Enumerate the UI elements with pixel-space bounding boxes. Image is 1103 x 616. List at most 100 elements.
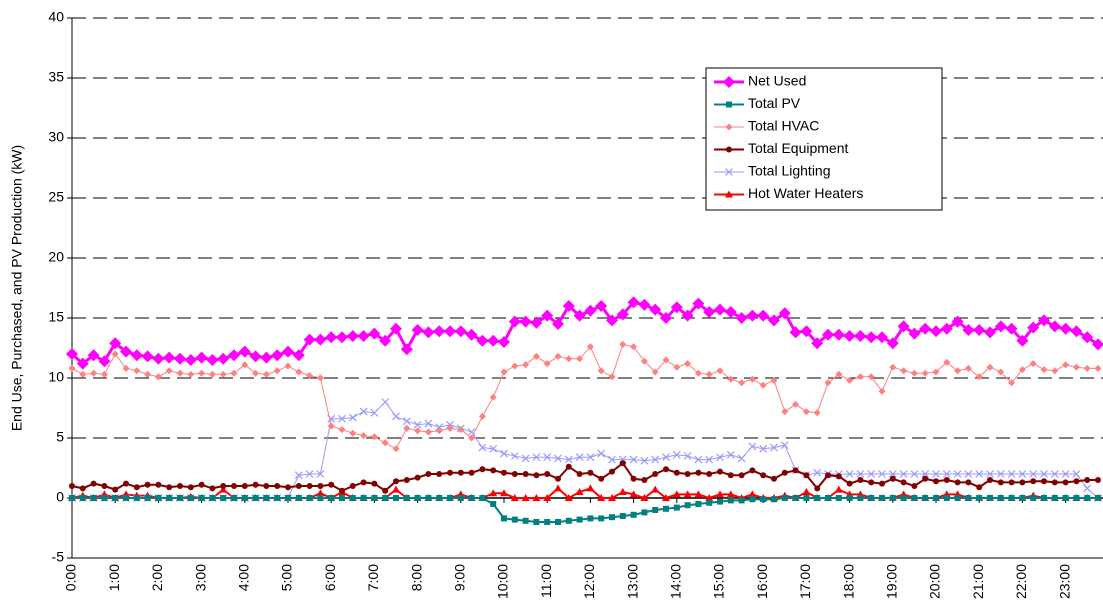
marker [501, 469, 507, 476]
marker [726, 490, 735, 498]
marker [627, 296, 640, 309]
marker [69, 495, 75, 501]
marker [165, 367, 173, 375]
marker [943, 358, 951, 366]
marker [133, 495, 140, 501]
marker [120, 345, 132, 358]
marker [608, 455, 616, 464]
marker [195, 351, 208, 364]
marker [206, 354, 219, 366]
marker [403, 495, 410, 501]
marker [576, 471, 583, 477]
marker [510, 494, 519, 501]
marker [274, 495, 281, 501]
marker [792, 495, 799, 501]
marker [587, 469, 594, 476]
marker [252, 369, 260, 377]
marker [436, 495, 443, 501]
marker [209, 485, 216, 492]
marker [919, 322, 932, 335]
marker [662, 494, 670, 501]
marker [130, 349, 143, 362]
x-tick-label: 6:00 [322, 564, 338, 591]
marker [705, 455, 714, 464]
marker [694, 455, 703, 464]
marker [886, 337, 899, 350]
marker [932, 368, 940, 376]
x-tick-label: 5:00 [279, 564, 295, 591]
marker [703, 306, 716, 318]
marker [543, 360, 551, 368]
marker [166, 484, 173, 491]
marker [663, 505, 669, 512]
marker [122, 364, 130, 372]
marker [684, 360, 692, 368]
marker [521, 494, 530, 501]
marker [1018, 366, 1026, 374]
y-axis-label: End Use, Purchased, and PV Production (k… [9, 145, 25, 431]
marker [932, 470, 940, 478]
marker [501, 515, 507, 522]
marker [878, 387, 886, 395]
marker [1007, 470, 1016, 478]
marker [381, 398, 390, 406]
marker [943, 495, 950, 501]
marker [133, 484, 140, 491]
marker [575, 453, 584, 462]
marker [856, 470, 865, 478]
marker [975, 373, 983, 381]
marker [629, 455, 638, 464]
marker [897, 320, 910, 333]
marker [90, 480, 97, 487]
marker [112, 495, 119, 501]
marker [888, 470, 897, 478]
marker [348, 413, 357, 422]
marker [390, 322, 402, 335]
marker [1040, 366, 1048, 374]
y-tick-label: 30 [48, 129, 64, 145]
marker [155, 481, 162, 488]
marker [630, 475, 637, 482]
marker [511, 516, 518, 523]
marker [933, 478, 939, 485]
marker [123, 495, 129, 501]
marker [922, 475, 929, 482]
marker [865, 331, 878, 344]
marker [725, 190, 733, 198]
marker [576, 355, 584, 363]
marker [295, 495, 302, 501]
marker [555, 519, 561, 525]
marker [370, 408, 379, 417]
marker [498, 336, 510, 348]
marker [738, 472, 745, 479]
x-tick-label: 18:00 [840, 564, 856, 599]
marker [1081, 331, 1094, 344]
marker [360, 495, 367, 501]
marker [586, 343, 594, 351]
marker [630, 343, 638, 351]
marker [771, 496, 777, 503]
y-tick-label: 35 [48, 69, 64, 85]
marker [975, 470, 984, 478]
marker [444, 325, 456, 338]
marker [692, 297, 705, 310]
marker [748, 490, 757, 498]
marker [400, 343, 413, 356]
marker [672, 450, 681, 459]
marker [68, 364, 76, 372]
marker [152, 352, 165, 365]
marker [155, 495, 162, 501]
marker [371, 480, 378, 487]
marker [1029, 470, 1038, 478]
marker [263, 495, 270, 501]
marker [1018, 470, 1027, 478]
marker [339, 495, 345, 501]
series-line [71, 300, 1099, 366]
marker [522, 361, 530, 369]
marker [541, 309, 554, 322]
marker [273, 367, 281, 375]
marker [814, 485, 821, 492]
marker [651, 455, 660, 464]
marker [705, 370, 713, 378]
